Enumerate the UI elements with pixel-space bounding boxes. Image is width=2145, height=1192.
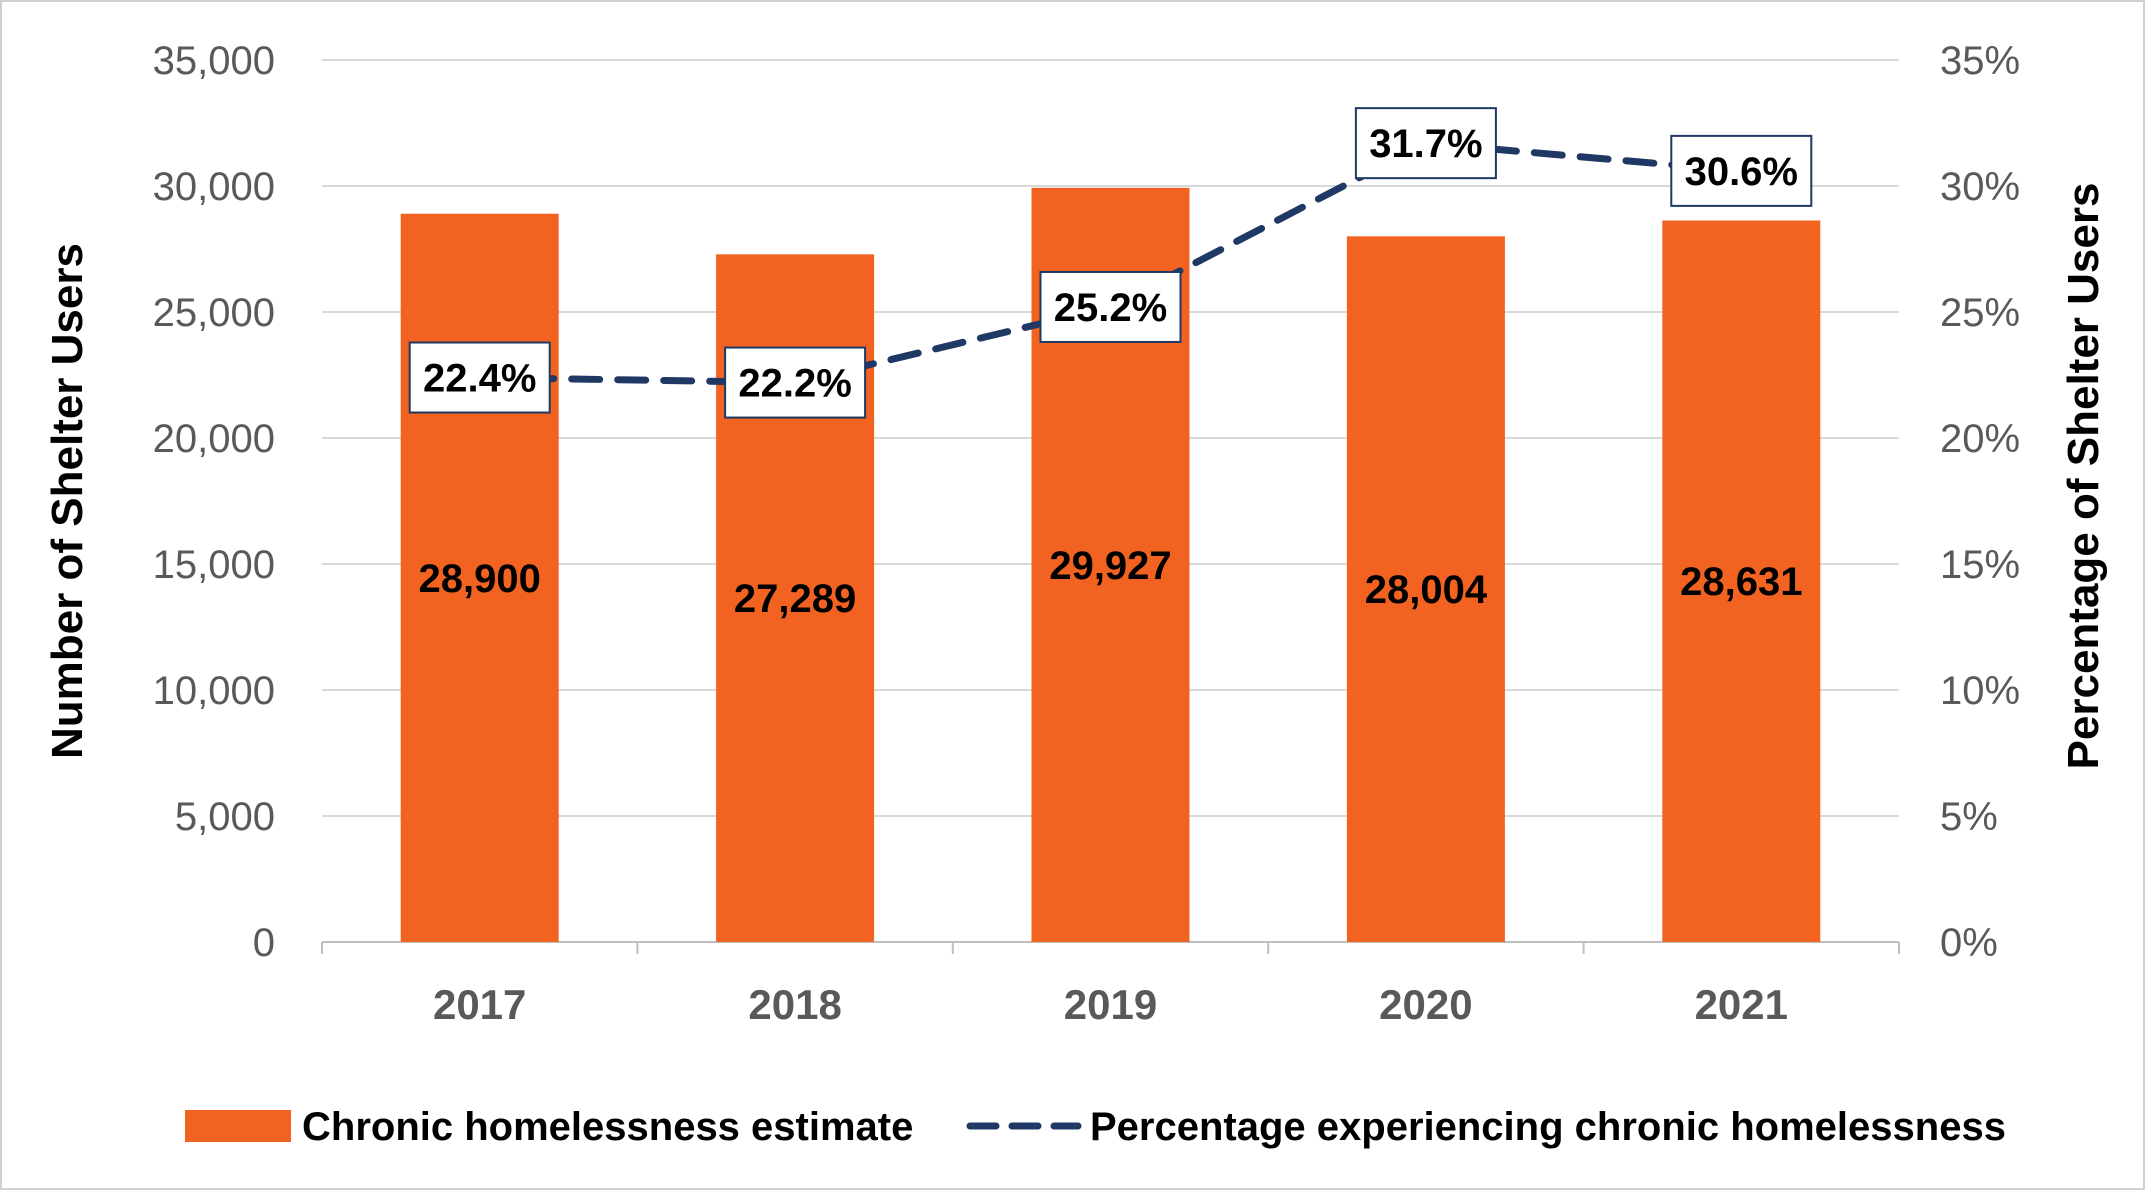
legend-swatch-bars: [185, 1110, 291, 1142]
percentage-label-box: [1039, 270, 1182, 343]
bar: [400, 213, 559, 943]
data-labels: 28,900 27,289 29,927 28,004 28,631 22.4% 22.2%…: [408, 107, 1813, 621]
bar-value-label: 28,900: [419, 557, 541, 601]
percentage-label-box: [1354, 107, 1497, 180]
y-tick-label-left: 25,000: [153, 291, 275, 335]
bar-value-label: 28,004: [1365, 568, 1488, 612]
y-tick-label-right: 10%: [1940, 669, 2020, 713]
bar-value-label: 29,927: [1049, 544, 1171, 588]
percentage-label-box: [408, 341, 551, 414]
y-tick-label-right: 5%: [1940, 795, 1998, 839]
percentage-label: 31.7%: [1369, 122, 1482, 166]
legend-label-bars: Chronic homelessness estimate: [302, 1105, 913, 1149]
bar-value-label: 27,289: [734, 577, 856, 621]
percentage-label: 25.2%: [1054, 286, 1167, 330]
y-tick-label-right: 30%: [1940, 165, 2020, 209]
y-tick-label-left: 30,000: [153, 165, 275, 209]
y-tick-label-left: 15,000: [153, 543, 275, 587]
bar: [1662, 220, 1821, 943]
y-tick-label-right: 15%: [1940, 543, 2020, 587]
axes: 0 0% 5,000 5% 10,000 10% 15,000 15% 20,000 20% 25,…: [43, 39, 2108, 1028]
legend-label-line: Percentage experiencing chronic homeless…: [1090, 1105, 2006, 1149]
percentage-label: 30.6%: [1685, 150, 1798, 194]
bar-value-label: 28,631: [1680, 560, 1802, 604]
y-tick-label-left: 10,000: [153, 669, 275, 713]
y-tick-label-left: 20,000: [153, 417, 275, 461]
x-tick-label: 2018: [748, 981, 841, 1028]
x-tick-label: 2019: [1064, 981, 1157, 1028]
x-tick-label: 2021: [1695, 981, 1788, 1028]
percentage-line: [476, 139, 1745, 387]
percentage-label: 22.4%: [423, 357, 536, 401]
legend: Chronic homelessness estimate Percentage …: [185, 1105, 2006, 1149]
percentage-label: 22.2%: [738, 362, 851, 406]
percentage-label-box: [1670, 134, 1813, 207]
y-tick-label-right: 20%: [1940, 417, 2020, 461]
x-tick-label: 2017: [433, 981, 526, 1028]
y-tick-label-left: 5,000: [175, 795, 275, 839]
percentage-series-line: [476, 139, 1745, 387]
bar: [1346, 236, 1505, 942]
x-tick-label: 2020: [1379, 981, 1472, 1028]
y-tick-label-left: 0: [253, 921, 275, 965]
y-tick-label-right: 35%: [1940, 39, 2020, 83]
y-tick-label-right: 0%: [1940, 921, 1998, 965]
percentage-label-box: [724, 346, 867, 419]
y-tick-label-right: 25%: [1940, 291, 2020, 335]
y-axis-title-left: Number of Shelter Users: [43, 243, 92, 759]
y-tick-label-left: 35,000: [153, 39, 275, 83]
y-axis-title-right: Percentage of Shelter Users: [2059, 183, 2108, 770]
